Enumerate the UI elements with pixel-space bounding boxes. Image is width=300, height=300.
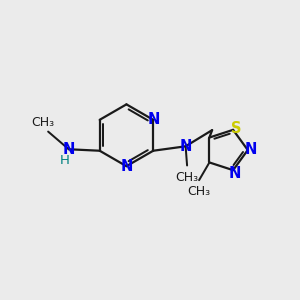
Text: N: N — [148, 112, 160, 127]
Text: N: N — [228, 166, 241, 181]
Text: N: N — [63, 142, 75, 157]
Text: N: N — [121, 159, 133, 174]
Text: N: N — [179, 139, 192, 154]
Text: S: S — [231, 121, 242, 136]
Text: CH₃: CH₃ — [188, 185, 211, 198]
Text: CH₃: CH₃ — [176, 171, 199, 184]
Text: CH₃: CH₃ — [31, 116, 54, 129]
Text: N: N — [245, 142, 257, 158]
Text: H: H — [59, 154, 69, 167]
